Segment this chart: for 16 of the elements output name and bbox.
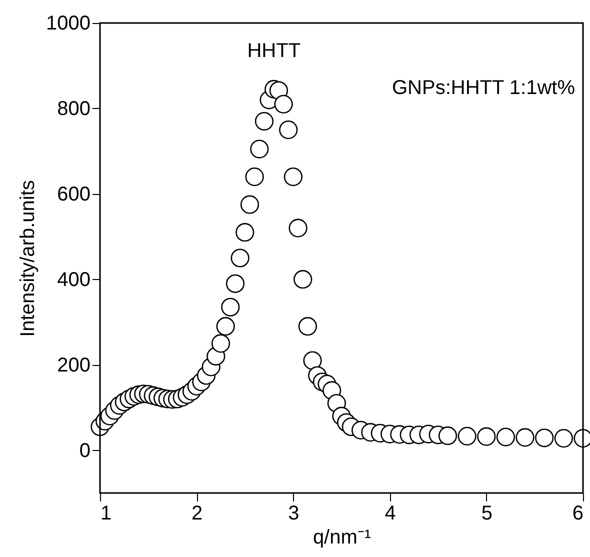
x-axis-title: q/nm⁻¹	[312, 526, 372, 548]
y-tick-label: 200	[57, 354, 90, 376]
annotation: HHTT	[247, 40, 301, 62]
x-tick-label: 5	[481, 502, 492, 524]
y-axis-title: Intensity/arb.units	[17, 180, 40, 337]
y-tick-label: 600	[57, 183, 90, 206]
x-tick-label: 2	[192, 502, 203, 524]
y-tick-label: 800	[57, 98, 90, 120]
annotation: GNPs:HHTT 1:1wt%	[392, 77, 576, 99]
y-tick-label: 400	[57, 268, 90, 291]
y-tick-label: 1000	[46, 12, 90, 34]
x-tick-label: 6	[572, 502, 584, 524]
x-tick-label: 4	[384, 502, 396, 524]
y-tick-label: 0	[79, 440, 90, 462]
x-tick-label: 3	[288, 502, 300, 524]
x-tick-label: 1	[100, 502, 112, 524]
